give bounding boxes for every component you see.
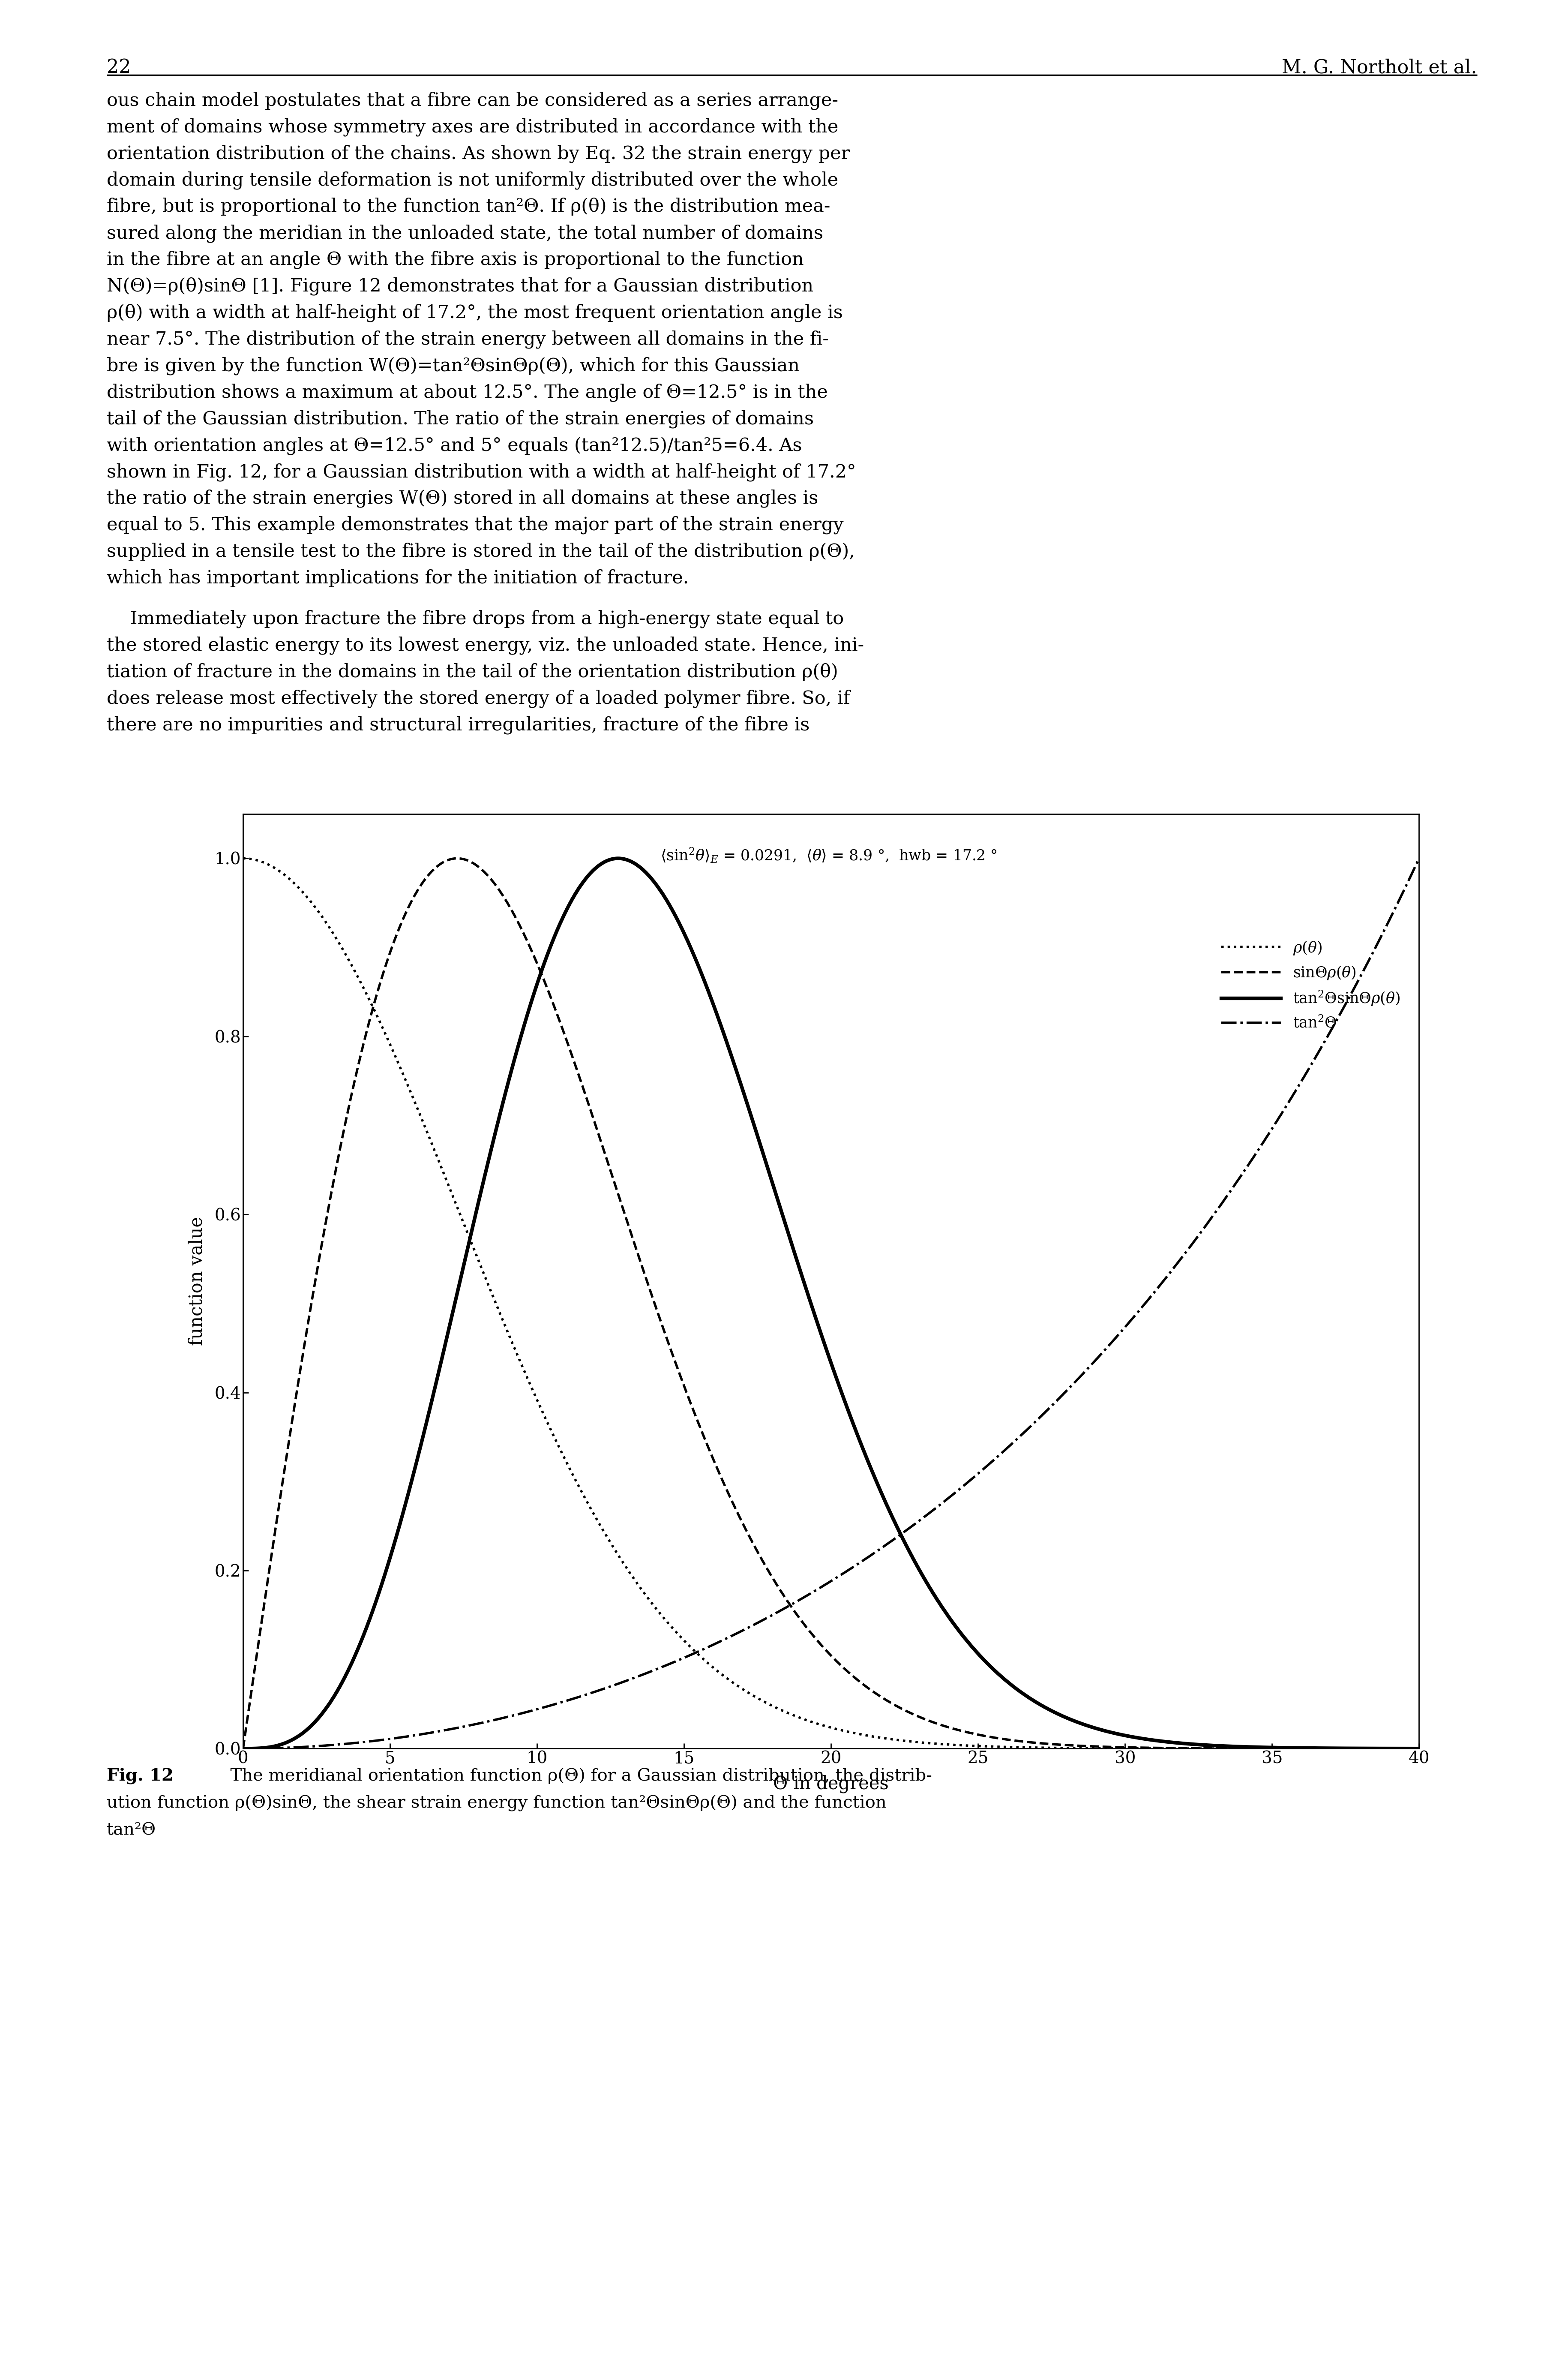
Text: near 7.5°. The distribution of the strain energy between all domains in the fi-: near 7.5°. The distribution of the strai… — [107, 331, 828, 350]
Text: the ratio of the strain energies W(Θ) stored in all domains at these angles is: the ratio of the strain energies W(Θ) st… — [107, 490, 818, 507]
Text: N(Θ)=ρ(θ)sinΘ [1]. Figure 12 demonstrates that for a Gaussian distribution: N(Θ)=ρ(θ)sinΘ [1]. Figure 12 demonstrate… — [107, 278, 814, 295]
X-axis label: Θ in degrees: Θ in degrees — [773, 1775, 889, 1794]
Text: M. G. Northolt et al.: M. G. Northolt et al. — [1283, 57, 1477, 76]
Text: ous chain model postulates that a fibre can be considered as a series arrange-: ous chain model postulates that a fibre … — [107, 90, 839, 109]
Text: tail of the Gaussian distribution. The ratio of the strain energies of domains: tail of the Gaussian distribution. The r… — [107, 409, 814, 428]
Text: there are no impurities and structural irregularities, fracture of the fibre is: there are no impurities and structural i… — [107, 716, 809, 735]
Text: bre is given by the function W(Θ)=tan²ΘsinΘρ(Θ), which for this Gaussian: bre is given by the function W(Θ)=tan²Θs… — [107, 357, 800, 376]
Text: with orientation angles at Θ=12.5° and 5° equals (tan²12.5)/tan²5=6.4. As: with orientation angles at Θ=12.5° and 5… — [107, 435, 801, 454]
Text: equal to 5. This example demonstrates that the major part of the strain energy: equal to 5. This example demonstrates th… — [107, 516, 844, 535]
Text: which has important implications for the initiation of fracture.: which has important implications for the… — [107, 569, 688, 588]
Text: 22: 22 — [107, 57, 130, 76]
Text: domain during tensile deformation is not uniformly distributed over the whole: domain during tensile deformation is not… — [107, 171, 839, 190]
Legend: $\rho(\theta)$, $\mathrm{sin}\Theta\rho(\theta)$, $\mathrm{tan}^2\Theta\mathrm{s: $\rho(\theta)$, $\mathrm{sin}\Theta\rho(… — [1215, 933, 1406, 1037]
Text: ρ(θ) with a width at half-height of 17.2°, the most frequent orientation angle i: ρ(θ) with a width at half-height of 17.2… — [107, 305, 842, 321]
Text: distribution shows a maximum at about 12.5°. The angle of Θ=12.5° is in the: distribution shows a maximum at about 12… — [107, 383, 828, 402]
Text: ution function ρ(Θ)sinΘ, the shear strain energy function tan²ΘsinΘρ(Θ) and the : ution function ρ(Θ)sinΘ, the shear strai… — [107, 1794, 886, 1810]
Text: supplied in a tensile test to the fibre is stored in the tail of the distributio: supplied in a tensile test to the fibre … — [107, 542, 855, 561]
Text: tan²Θ: tan²Θ — [107, 1822, 155, 1839]
Text: $\langle\mathregular{sin}^2\theta\rangle_E$ = 0.0291,  $\langle\theta\rangle$ = : $\langle\mathregular{sin}^2\theta\rangle… — [660, 847, 997, 864]
Text: Immediately upon fracture the fibre drops from a high-energy state equal to: Immediately upon fracture the fibre drop… — [107, 609, 844, 628]
Y-axis label: function value: function value — [188, 1216, 205, 1347]
Text: Fig. 12: Fig. 12 — [107, 1768, 174, 1784]
Text: orientation distribution of the chains. As shown by Eq. 32 the strain energy per: orientation distribution of the chains. … — [107, 145, 850, 162]
Text: fibre, but is proportional to the function tan²Θ. If ρ(θ) is the distribution me: fibre, but is proportional to the functi… — [107, 197, 829, 216]
Text: The meridianal orientation function ρ(Θ) for a Gaussian distribution, the distri: The meridianal orientation function ρ(Θ)… — [220, 1768, 931, 1784]
Text: the stored elastic energy to its lowest energy, viz. the unloaded state. Hence, : the stored elastic energy to its lowest … — [107, 635, 864, 654]
Text: sured along the meridian in the unloaded state, the total number of domains: sured along the meridian in the unloaded… — [107, 224, 823, 243]
Text: tiation of fracture in the domains in the tail of the orientation distribution ρ: tiation of fracture in the domains in th… — [107, 664, 837, 680]
Text: shown in Fig. 12, for a Gaussian distribution with a width at half-height of 17.: shown in Fig. 12, for a Gaussian distrib… — [107, 464, 856, 481]
Text: in the fibre at an angle Θ with the fibre axis is proportional to the function: in the fibre at an angle Θ with the fibr… — [107, 250, 804, 269]
Text: ment of domains whose symmetry axes are distributed in accordance with the: ment of domains whose symmetry axes are … — [107, 119, 839, 136]
Text: does release most effectively the stored energy of a loaded polymer fibre. So, i: does release most effectively the stored… — [107, 690, 850, 707]
